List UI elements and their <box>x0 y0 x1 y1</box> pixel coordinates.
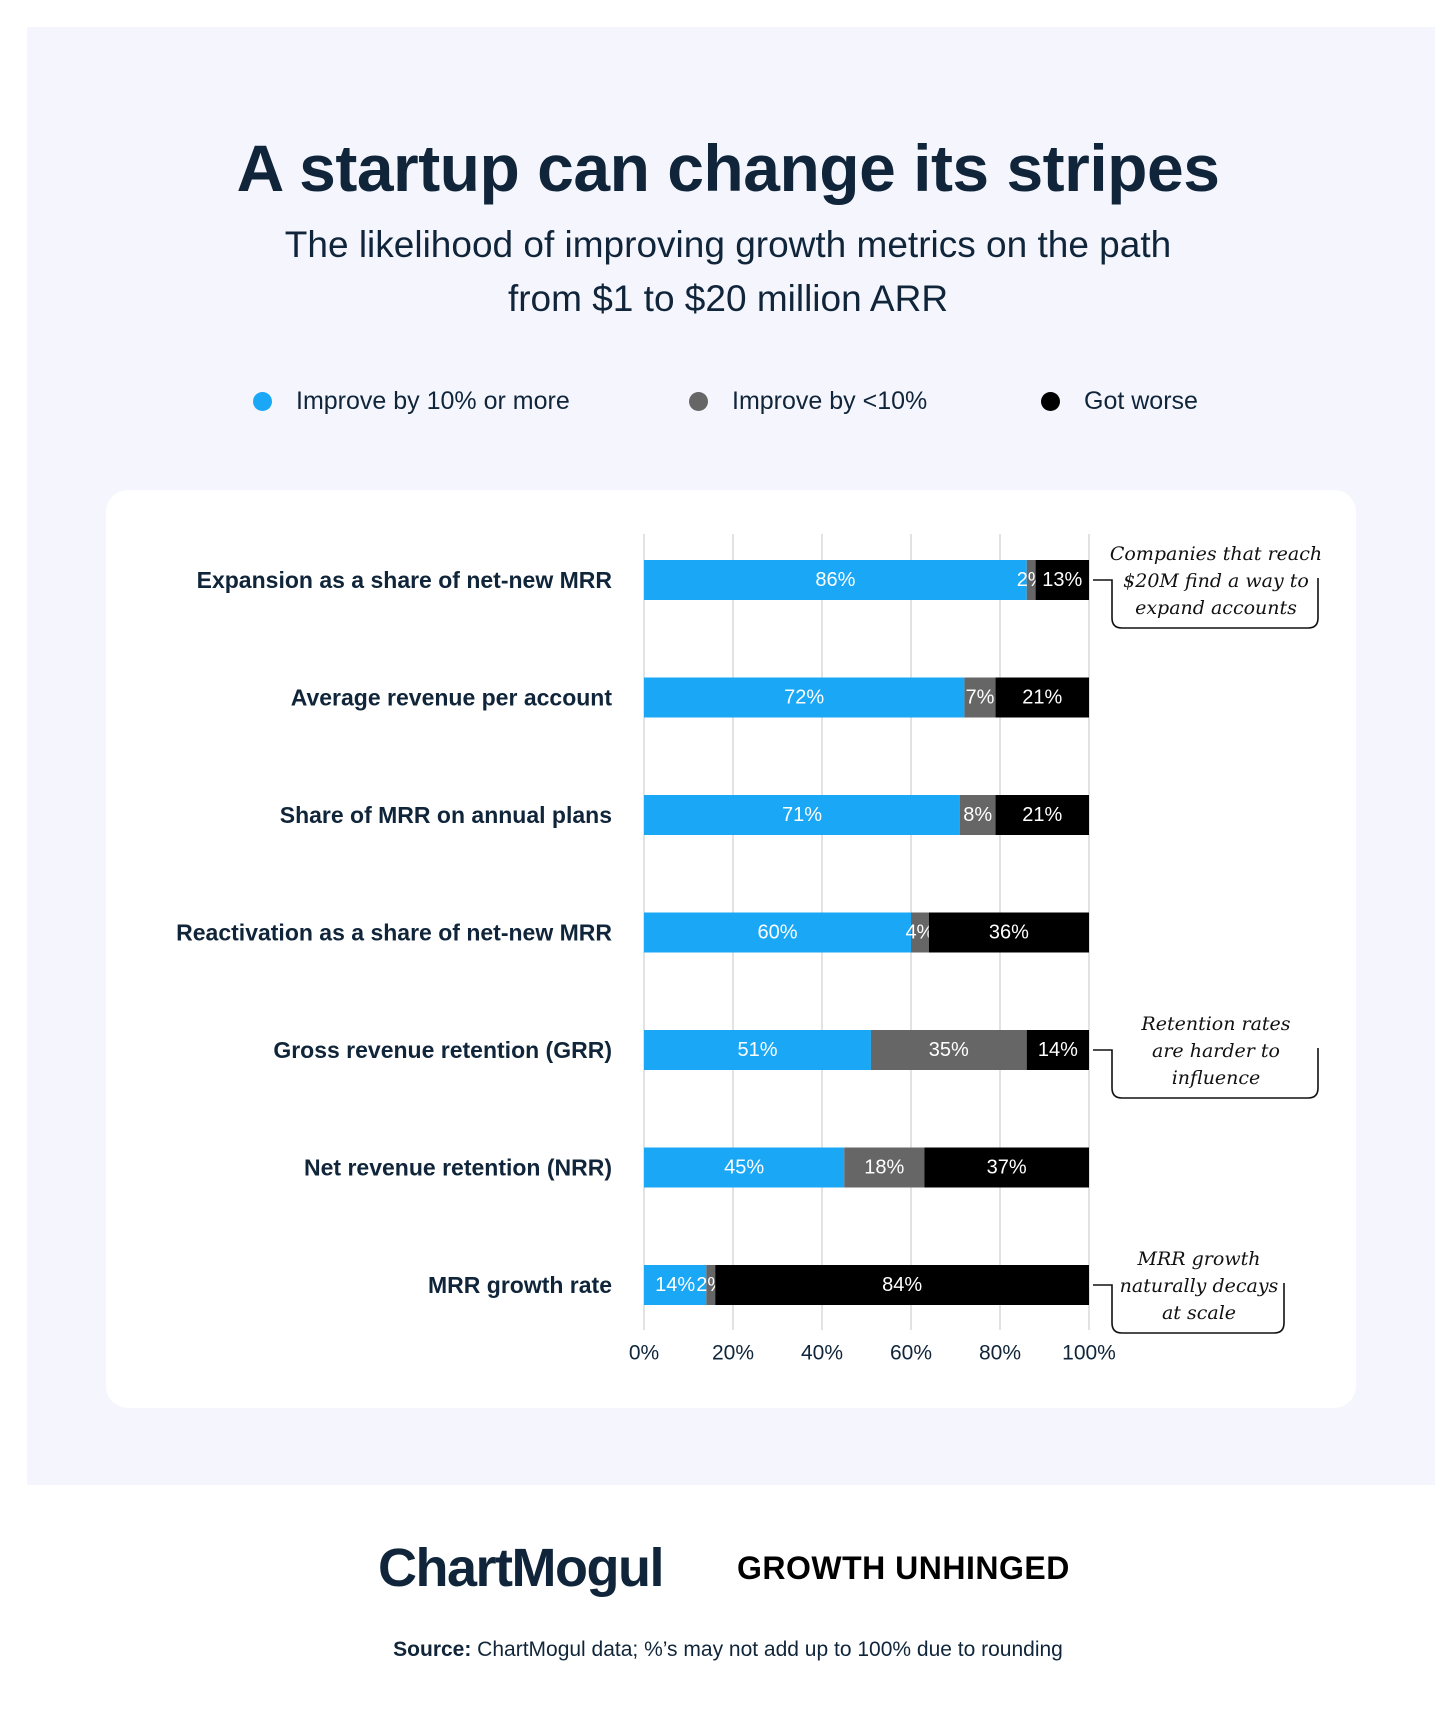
bar-segment <box>928 912 1089 953</box>
legend-dot-black <box>1041 391 1060 411</box>
bar-segment <box>924 1147 1089 1188</box>
data-label: 36% <box>989 922 1029 944</box>
data-label: 84% <box>882 1274 922 1296</box>
legend-label: Improve by <10% <box>732 386 928 415</box>
bar-segment <box>644 795 960 835</box>
annotation-text: Retention rates <box>1140 1013 1290 1035</box>
data-label: 51% <box>737 1039 777 1061</box>
bar-segment <box>870 1030 1027 1070</box>
page-title: A startup can change its stripes <box>236 131 1220 205</box>
category-label: MRR growth rate <box>428 1272 612 1298</box>
bar-segment <box>995 677 1089 718</box>
subtitle-line-1: The likelihood of improving growth metri… <box>284 224 1172 265</box>
category-label: Share of MRR on annual plans <box>280 802 612 828</box>
data-label: 4% <box>905 922 934 944</box>
data-label: 14% <box>1038 1039 1078 1061</box>
legend-label: Got worse <box>1084 386 1198 415</box>
bar-segment <box>964 677 996 718</box>
chartmogul-logo: ChartMogul <box>378 1538 664 1598</box>
chart-subtitle: The likelihood of improving growth metri… <box>228 218 1228 326</box>
data-label: 35% <box>929 1039 969 1061</box>
annotation-text: influence <box>1172 1067 1261 1089</box>
category-label: Average revenue per account <box>291 685 613 711</box>
annotation-bracket <box>1093 1283 1285 1334</box>
category-label: Reactivation as a share of net-new MRR <box>176 920 612 946</box>
x-tick-label: 40% <box>801 1342 843 1365</box>
category-label: Net revenue retention (NRR) <box>304 1155 612 1181</box>
bar-segment <box>644 1147 845 1188</box>
annotation-text: naturally decays <box>1120 1275 1279 1297</box>
annotation-bracket <box>1093 1048 1319 1099</box>
annotation-text: expand accounts <box>1135 597 1297 619</box>
data-label: 7% <box>966 687 995 709</box>
chart-card: Expansion as a share of net-new MRR 86% 2%… <box>106 490 1356 1408</box>
source-label: Source: <box>393 1638 472 1661</box>
bar-segment <box>995 795 1089 835</box>
category-label: Expansion as a share of net-new MRR <box>197 567 613 593</box>
bar-segment <box>706 1265 716 1305</box>
x-tick-label: 60% <box>890 1342 932 1365</box>
bar-segment <box>1035 560 1089 600</box>
data-label: 71% <box>782 804 822 826</box>
data-label: 86% <box>815 569 855 591</box>
x-tick-label: 100% <box>1062 1342 1116 1365</box>
bar-segment <box>644 912 911 953</box>
bar-segment <box>644 1030 871 1070</box>
annotation-text: at scale <box>1162 1302 1236 1324</box>
bar-segment <box>715 1265 1089 1305</box>
legend-dot-blue <box>253 391 272 411</box>
legend-dot-gray <box>689 391 708 411</box>
data-label: 37% <box>987 1157 1027 1179</box>
legend-label: Improve by 10% or more <box>296 386 570 415</box>
annotation-bracket <box>1093 578 1319 629</box>
annotation-text: are harder to <box>1152 1040 1280 1062</box>
data-label: 13% <box>1042 569 1082 591</box>
bar-segment <box>644 677 965 718</box>
x-tick-label: 0% <box>629 1342 659 1365</box>
x-tick-label: 80% <box>979 1342 1021 1365</box>
annotation-text: $20M find a way to <box>1123 570 1309 592</box>
data-label: 60% <box>757 922 797 944</box>
data-label: 21% <box>1022 804 1062 826</box>
bar-segment <box>844 1147 925 1188</box>
source-text: ChartMogul data; %’s may not add up to 1… <box>471 1638 1063 1661</box>
subtitle-line-2: from $1 to $20 million ARR <box>507 278 949 319</box>
growth-unhinged-logo: GROWTH UNHINGED <box>737 1550 1070 1586</box>
data-label: 8% <box>963 804 992 826</box>
source-note: Source: ChartMogul data; %’s may not add… <box>0 1638 1456 1662</box>
stacked-bar-chart: Expansion as a share of net-new MRR 86% 2%… <box>176 534 1322 1365</box>
x-tick-label: 20% <box>712 1342 754 1365</box>
bar-segment <box>911 912 929 953</box>
data-label: 18% <box>864 1157 904 1179</box>
annotation-text: MRR growth <box>1137 1248 1261 1270</box>
legend-item-improve-10-plus: Improve by 10% or more <box>253 386 570 416</box>
bar-segment <box>1026 1030 1089 1070</box>
data-label: 45% <box>724 1157 764 1179</box>
data-label: 14% <box>655 1274 695 1296</box>
data-label: 21% <box>1022 687 1062 709</box>
legend-item-got-worse: Got worse <box>1041 386 1198 416</box>
legend-item-improve-under-10: Improve by <10% <box>689 386 927 416</box>
annotation-text: Companies that reach <box>1110 543 1322 565</box>
category-label: Gross revenue retention (GRR) <box>273 1037 612 1063</box>
bar-segment <box>1026 560 1036 600</box>
bar-segment <box>644 1265 707 1305</box>
bar-segment <box>644 560 1027 600</box>
data-label: 72% <box>784 687 824 709</box>
bar-segment <box>959 795 996 835</box>
